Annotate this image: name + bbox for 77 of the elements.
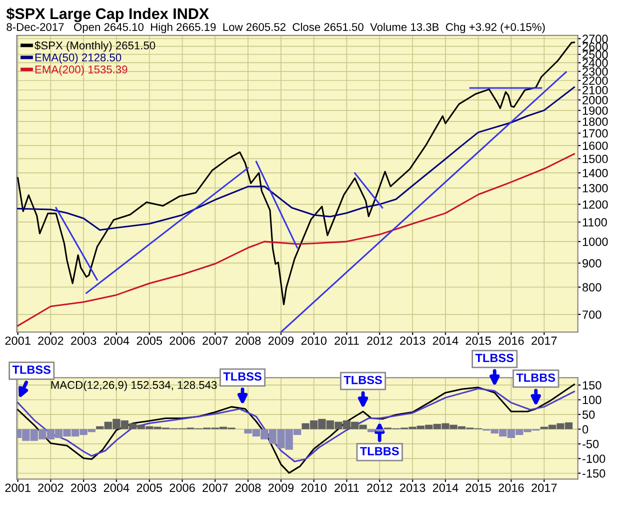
y-tick-label: 1000	[582, 238, 608, 246]
legend-label: EMA(50) 2128.50	[35, 53, 122, 64]
y-tick-label: 1200	[582, 200, 608, 209]
x-tick-label: 2001	[5, 336, 30, 345]
x-tick-label: 2009	[268, 336, 294, 345]
y-tick-label: 900	[582, 259, 602, 268]
x-tick-label: 2008	[235, 336, 261, 345]
y-tick-label: -50	[582, 440, 599, 448]
x-tick-label: 2001	[5, 484, 30, 492]
x-tick-label: 2006	[170, 336, 195, 345]
line-series	[17, 42, 575, 306]
y-tick-label: 700	[582, 310, 602, 319]
y-tick-label: 2600	[582, 42, 608, 51]
x-tick-label: 2011	[334, 484, 359, 492]
x-tick-label: 2013	[400, 336, 426, 345]
x-tick-label: 2009	[268, 484, 294, 492]
x-tick-label: 2012	[367, 484, 392, 492]
y-tick-label: 2500	[582, 50, 608, 59]
x-tick-label: 2005	[136, 336, 162, 345]
annotation: TLBSS	[12, 366, 50, 374]
y-tick-label: 1300	[582, 184, 608, 192]
x-tick-label: 2008	[235, 484, 261, 492]
chart-title: $SPX Large Cap Index INDX	[6, 8, 209, 22]
x-tick-label: 2003	[71, 336, 96, 345]
annotation: TLBSS	[223, 372, 262, 381]
y-tick-label: 2400	[582, 58, 608, 68]
x-tick-label: 2003	[71, 484, 96, 492]
legend-label: EMA(200) 1535.39	[35, 65, 128, 76]
chart-subtitle: 8-Dec-2017 Open 2645.10 High 2665.19 Low 2605.52 Close 2651.50 Volume 13.3B Chg +3.92 (+0.15%)	[6, 22, 545, 34]
x-tick-label: 2013	[400, 484, 426, 492]
annotation: MACD(12,26,9) 152.534, 128.543	[51, 380, 217, 392]
y-tick-label: 50	[582, 410, 595, 419]
y-tick-label: -100	[582, 454, 606, 463]
x-tick-label: 2006	[170, 484, 195, 492]
y-tick-label: 2000	[582, 96, 608, 104]
y-tick-label: 1600	[582, 142, 608, 150]
line-series	[17, 86, 575, 231]
y-tick-label: 2700	[582, 34, 608, 44]
annotation: TLBSS	[475, 354, 514, 362]
legend-label: $SPX (Monthly) 2651.50	[34, 41, 156, 52]
x-tick-label: 2007	[202, 336, 228, 345]
x-tick-label: 2014	[432, 484, 458, 492]
x-tick-label: 2017	[532, 336, 557, 345]
x-tick-label: 2015	[466, 484, 491, 492]
x-tick-label: 2004	[104, 484, 130, 492]
y-tick-label: 1100	[582, 218, 607, 226]
x-tick-label: 2011	[334, 336, 359, 345]
y-tick-label: 1900	[582, 106, 608, 115]
x-tick-label: 2015	[466, 336, 491, 345]
y-tick-label: 1700	[582, 129, 608, 138]
annotation: TLBBS	[516, 373, 556, 382]
x-tick-label: 2010	[301, 336, 327, 345]
y-tick-label: 800	[582, 283, 602, 292]
x-tick-label: 2017	[532, 484, 557, 492]
x-tick-label: 2012	[367, 336, 392, 345]
x-tick-label: 2002	[38, 336, 64, 345]
x-tick-label: 2014	[432, 336, 458, 345]
x-tick-label: 2016	[498, 484, 524, 492]
annotation: TLBBS	[360, 446, 399, 456]
y-tick-label: 1400	[582, 168, 608, 178]
x-tick-label: 2016	[498, 336, 524, 345]
x-tick-label: 2007	[202, 484, 228, 492]
y-tick-label: 1800	[582, 118, 608, 126]
y-tick-label: 0	[582, 425, 588, 434]
y-tick-label: 1500	[582, 154, 608, 164]
x-tick-label: 2004	[104, 336, 130, 345]
y-tick-label: 2200	[582, 76, 608, 85]
y-tick-label: 2300	[582, 67, 608, 76]
x-tick-label: 2005	[136, 484, 162, 492]
y-tick-label: 150	[582, 381, 602, 390]
y-tick-label: 2100	[582, 86, 608, 94]
annotation: TLBSS	[344, 376, 382, 384]
x-tick-label: 2002	[38, 484, 64, 492]
y-tick-label: -150	[582, 469, 606, 478]
line-series	[17, 153, 575, 327]
x-tick-label: 2010	[301, 484, 327, 492]
y-tick-label: 100	[582, 396, 602, 404]
